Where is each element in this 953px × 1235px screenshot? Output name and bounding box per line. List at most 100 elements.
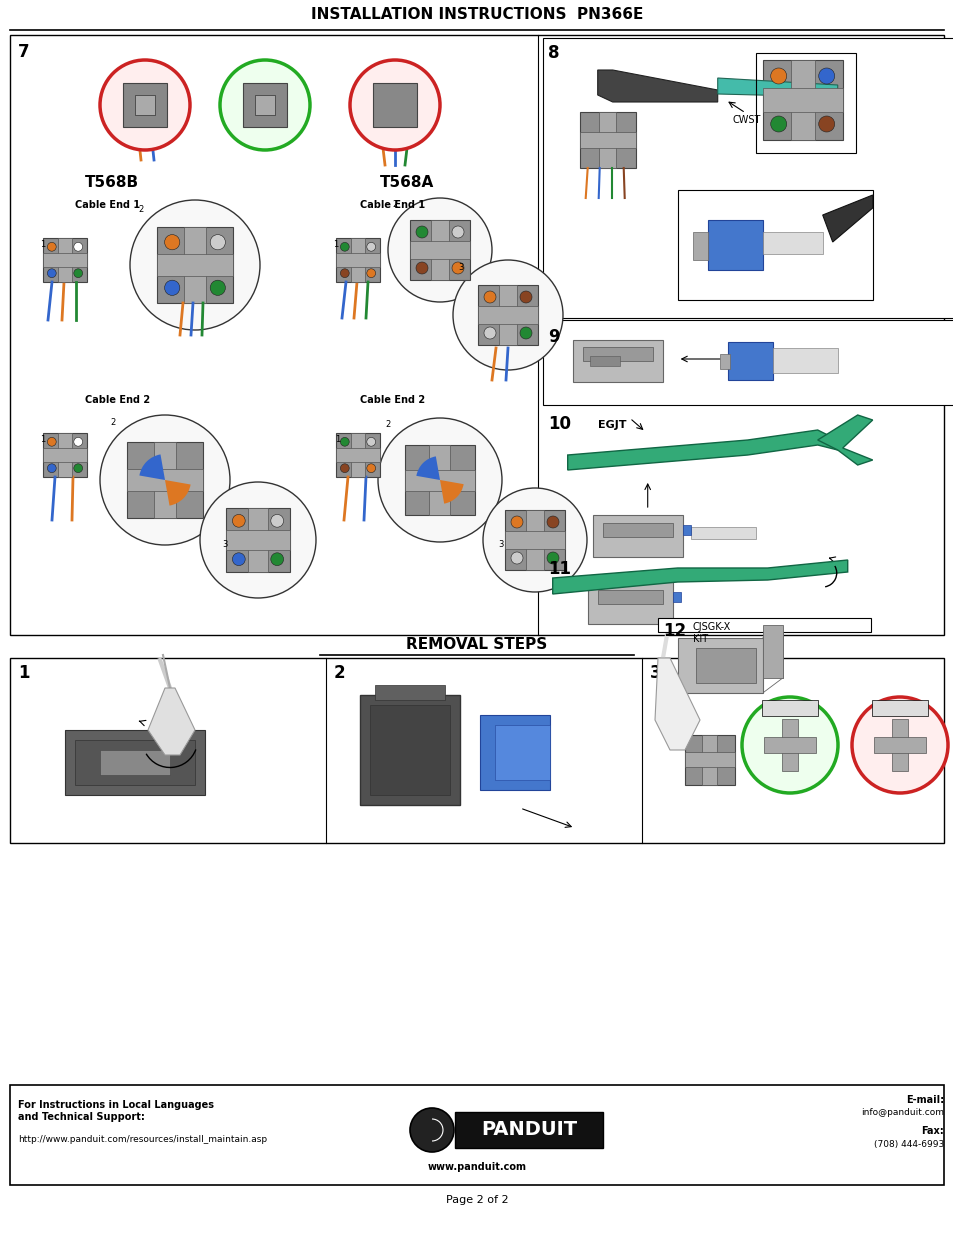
Bar [684,752,734,767]
Text: 1: 1 [333,240,338,249]
Polygon shape [567,430,837,471]
Text: Cable End 1: Cable End 1 [359,200,425,210]
Bar [761,232,821,254]
Circle shape [233,553,245,566]
Bar [127,468,203,492]
Bar [351,433,364,477]
Bar [891,719,907,771]
Bar [248,508,268,572]
Bar [410,220,470,280]
Bar [157,227,233,303]
Text: 2: 2 [385,420,390,429]
Circle shape [519,291,532,303]
Bar [495,725,550,781]
Wedge shape [439,480,463,504]
Bar [695,648,755,683]
Text: 2: 2 [138,205,143,214]
Circle shape [271,515,283,527]
Circle shape [73,269,83,278]
Circle shape [350,61,439,149]
Circle shape [452,226,463,238]
Circle shape [165,280,179,295]
Circle shape [546,516,558,529]
Bar [123,83,167,127]
Bar [431,220,449,280]
Text: 1: 1 [40,435,45,445]
Bar [10,1086,943,1186]
Bar [375,685,444,700]
Circle shape [165,235,179,249]
Bar [598,590,662,604]
Bar [43,433,87,477]
Text: 7: 7 [18,43,30,61]
Bar [677,638,761,693]
Bar [579,112,635,168]
Bar [100,750,170,776]
Circle shape [233,515,245,527]
Bar [351,238,364,282]
Bar [592,515,682,557]
Circle shape [100,61,190,149]
Circle shape [770,68,786,84]
Bar [763,719,815,771]
Bar [677,190,872,300]
Text: For Instructions in Local Languages
and Technical Support:: For Instructions in Local Languages and … [18,1100,213,1121]
Circle shape [416,226,428,238]
Bar [243,83,287,127]
Text: http://www.panduit.com/resources/install_maintain.asp: http://www.panduit.com/resources/install… [18,1135,267,1144]
Bar [761,88,841,112]
Bar [707,220,761,270]
Bar [761,700,817,716]
Circle shape [366,269,375,278]
Bar [226,530,290,550]
Circle shape [410,1108,454,1152]
Circle shape [48,464,56,473]
Circle shape [511,516,522,529]
Text: 9: 9 [547,329,558,346]
Circle shape [366,464,375,473]
Text: 3: 3 [222,540,227,550]
Polygon shape [598,70,717,103]
Bar [761,61,841,140]
Wedge shape [165,480,191,505]
Bar [690,527,755,538]
Bar [183,227,206,303]
Circle shape [340,464,349,473]
Bar [335,238,379,282]
Bar [127,442,203,517]
Bar [772,348,837,373]
Circle shape [130,200,260,330]
Circle shape [416,262,428,274]
Bar [504,531,564,550]
Bar [504,510,564,571]
Text: 1: 1 [335,435,340,445]
Bar [871,700,927,716]
Bar [692,232,707,261]
Circle shape [271,553,283,566]
Bar [153,442,176,517]
Bar [10,35,943,635]
Bar [587,582,672,624]
Circle shape [482,488,586,592]
Bar [254,95,274,115]
Polygon shape [552,559,847,594]
Bar [719,354,729,369]
Bar [335,448,379,462]
Wedge shape [139,454,165,480]
Circle shape [48,437,56,446]
Circle shape [73,464,83,473]
Bar [873,737,925,753]
Text: CWST: CWST [732,115,760,125]
Bar [477,285,537,345]
Circle shape [210,280,225,295]
Bar [701,735,717,785]
Bar [10,658,943,844]
Circle shape [483,327,496,338]
Bar [373,83,416,127]
Bar [542,320,953,405]
Bar [359,695,459,805]
Text: CJSGK-X
KIT: CJSGK-X KIT [692,622,730,643]
Polygon shape [655,658,700,750]
Bar [43,238,87,282]
Text: C: C [769,700,775,709]
